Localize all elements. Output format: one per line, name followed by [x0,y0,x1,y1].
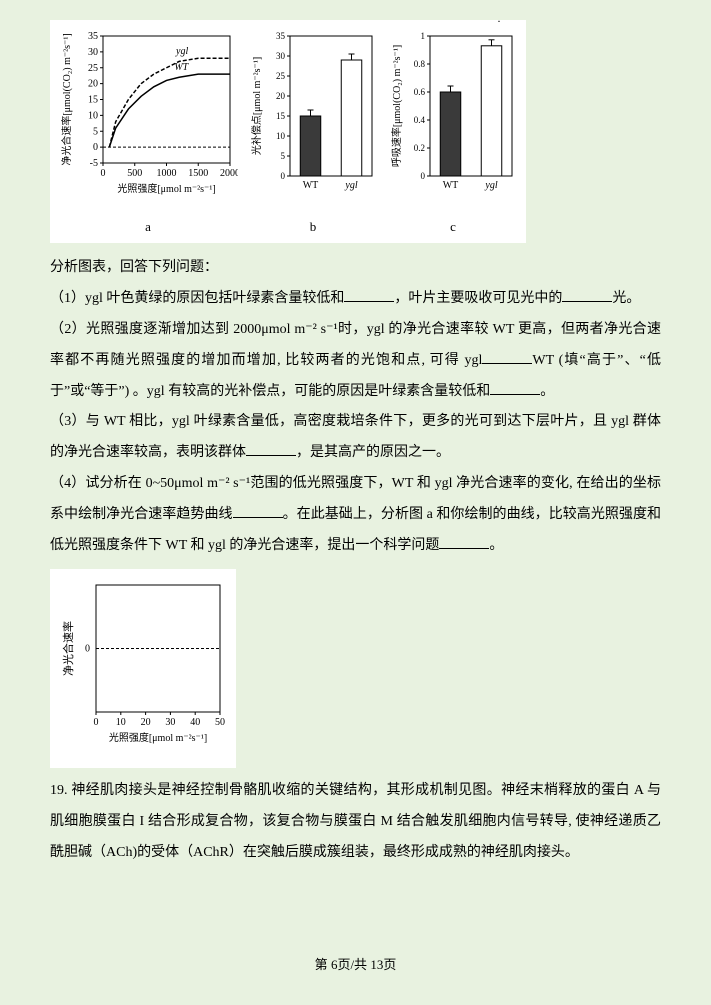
svg-text:WT: WT [443,180,459,191]
q3-part-b: ，是其高产的原因之一。 [296,445,450,460]
footer-d: 13 [370,957,383,972]
svg-text:0.2: 0.2 [414,143,425,153]
q1-part-a: （1）ygl 叶色黄绿的原因包括叶绿素含量较低和 [50,291,344,306]
svg-text:500: 500 [127,168,142,179]
svg-text:20: 20 [141,717,151,728]
svg-text:50: 50 [215,717,225,728]
svg-text:15: 15 [88,95,98,106]
svg-text:0: 0 [85,644,90,655]
q2-part-c: 。 [540,384,554,399]
svg-text:30: 30 [276,51,286,61]
footer-a: 第 [315,957,331,972]
svg-text:10: 10 [276,131,286,141]
svg-text:WT: WT [303,180,319,191]
page-footer: 第 6页/共 13页 [0,951,711,980]
blank-4b [439,535,489,549]
footer-e: 页 [383,957,396,972]
blank-2a [482,350,532,364]
svg-text:净光合速率[μmol(CO₂) m⁻²s⁻¹]: 净光合速率[μmol(CO₂) m⁻²s⁻¹] [60,33,73,165]
blank-4a [233,504,283,518]
svg-text:30: 30 [88,47,98,58]
svg-text:10: 10 [88,110,98,121]
question-1: （1）ygl 叶色黄绿的原因包括叶绿素含量较低和 ，叶片主要吸收可见光中的 光。 [50,284,661,315]
svg-text:1500: 1500 [188,168,208,179]
chart-a-sublabel: a [58,213,238,242]
svg-text:呼吸速率[μmol(CO₂) m⁻²s⁻¹]: 呼吸速率[μmol(CO₂) m⁻²s⁻¹] [390,45,403,167]
svg-text:光补偿点[μmol m⁻²s⁻¹]: 光补偿点[μmol m⁻²s⁻¹] [250,57,263,155]
svg-text:30: 30 [165,717,175,728]
chart-c: 0 0.2 0.4 0.6 0.8 1 WT ygl 呼吸速率[μmol(CO₂) m⁻²s⁻¹… [388,28,518,241]
question-19: 19. 神经肌肉接头是神经控制骨骼肌收缩的关键结构，其形成机制见图。神经末梢释放… [50,776,661,868]
svg-text:20: 20 [88,79,98,90]
svg-text:ygl: ygl [175,46,188,57]
svg-text:0: 0 [93,142,98,153]
intro-text: 分析图表，回答下列问题： [50,253,661,284]
svg-text:ygl: ygl [344,180,357,191]
svg-text:0: 0 [94,717,99,728]
svg-text:0.6: 0.6 [414,87,426,97]
svg-text:-5: -5 [90,158,98,169]
svg-text:0: 0 [281,171,286,181]
svg-text:25: 25 [88,63,98,74]
chart-b: 0 5 10 15 20 25 30 35 WT ygl 光补偿点[μmol m⁻²s⁻¹] b [248,28,378,241]
svg-text:15: 15 [276,111,286,121]
chart-b-sublabel: b [248,213,378,242]
blank-1a [344,288,394,302]
svg-text:0.4: 0.4 [414,115,426,125]
svg-text:WT: WT [174,62,189,73]
q4-part-c: 。 [489,538,503,553]
figure-row-top: -5051015202530350500100015002000yglWT净光合… [50,20,526,243]
svg-text:40: 40 [190,717,200,728]
blank-2b [490,381,540,395]
svg-text:35: 35 [276,31,286,41]
svg-text:25: 25 [276,71,286,81]
question-3: （3）与 WT 相比，ygl 叶绿素含量低，高密度栽培条件下，更多的光可到达下层… [50,407,661,469]
q1-part-b: ，叶片主要吸收可见光中的 [394,291,562,306]
question-4: （4）试分析在 0~50μmol m⁻² s⁻¹范围的低光照强度下，WT 和 y… [50,469,661,561]
blank-1b [562,288,612,302]
svg-text:0: 0 [101,168,106,179]
svg-text:10: 10 [116,717,126,728]
chart-c-sublabel: c [388,213,518,242]
q1-part-c: 光。 [612,291,640,306]
svg-text:35: 35 [88,31,98,42]
svg-text:净光合速率: 净光合速率 [61,621,75,676]
svg-text:20: 20 [276,91,286,101]
figure-blank-axes: 0 0 10 20 30 40 50 净光合速率光照强度[μmol m⁻²s⁻¹] [50,569,236,768]
svg-text:1000: 1000 [157,168,177,179]
svg-text:ygl: ygl [484,180,497,191]
footer-c: 页/共 [337,957,370,972]
svg-text:光照强度[μmol m⁻²s⁻¹]: 光照强度[μmol m⁻²s⁻¹] [117,182,215,195]
question-2: （2）光照强度逐渐增加达到 2000μmol m⁻² s⁻¹时，ygl 的净光合… [50,315,661,407]
blank-3 [246,442,296,456]
svg-text:5: 5 [93,126,98,137]
svg-text:5: 5 [281,151,286,161]
svg-text:0: 0 [421,171,426,181]
chart-a: -5051015202530350500100015002000yglWT净光合… [58,28,238,241]
svg-text:2000: 2000 [220,168,238,179]
svg-text:光照强度[μmol m⁻²s⁻¹]: 光照强度[μmol m⁻²s⁻¹] [109,731,207,744]
svg-text:1: 1 [421,31,426,41]
svg-text:0.8: 0.8 [414,59,426,69]
